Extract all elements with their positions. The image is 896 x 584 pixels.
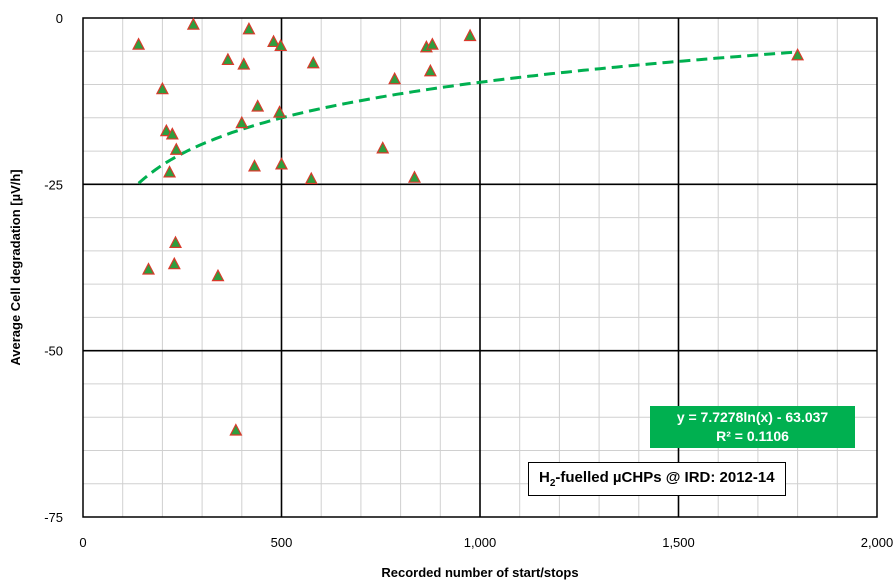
- data-point: [142, 262, 155, 275]
- data-point: [304, 171, 318, 185]
- trendline-equation-box: y = 7.7278ln(x) - 63.037 R² = 0.1106: [650, 406, 855, 448]
- y-axis-title: Average Cell degradation [µV/h]: [8, 169, 23, 365]
- plot-frame: [82, 17, 878, 518]
- x-tick-label: 500: [271, 535, 293, 550]
- data-point: [211, 268, 225, 282]
- data-point: [463, 28, 477, 42]
- data-point: [229, 423, 243, 436]
- data-point: [159, 123, 173, 137]
- x-tick-label: 2,000: [861, 535, 894, 550]
- legend-text-suffix: -fuelled µCHPs @ IRD: 2012-14: [555, 469, 775, 486]
- trendline: [137, 50, 798, 185]
- data-point: [251, 99, 265, 112]
- data-point: [155, 81, 169, 95]
- data-point: [235, 115, 249, 129]
- data-point: [167, 256, 181, 270]
- data-point: [376, 141, 390, 154]
- data-points: [132, 17, 805, 436]
- data-point: [275, 157, 288, 170]
- x-tick-labels: 0 500 1,000 1,500 2,000: [79, 535, 893, 550]
- data-point: [388, 71, 402, 85]
- data-point: [163, 165, 177, 178]
- chart-legend-box: H2-fuelled µCHPs @ IRD: 2012-14: [528, 462, 786, 496]
- legend-text-subscript: 2: [549, 478, 556, 489]
- data-point: [132, 37, 146, 50]
- data-point: [274, 38, 288, 52]
- data-point: [248, 159, 261, 172]
- data-point: [221, 52, 235, 66]
- trendline-r-squared: R² = 0.1106: [716, 428, 789, 444]
- x-tick-label: 1,500: [662, 535, 695, 550]
- data-point: [242, 22, 256, 35]
- data-point: [237, 57, 251, 70]
- data-point: [267, 34, 281, 48]
- y-tick-label: -25: [44, 177, 63, 192]
- data-point: [273, 105, 287, 118]
- x-tick-label: 0: [79, 535, 86, 550]
- data-point: [425, 37, 439, 50]
- data-point: [169, 235, 182, 248]
- x-axis-title: Recorded number of start/stops: [381, 565, 578, 580]
- data-point: [186, 17, 200, 30]
- trendline-equation: y = 7.7278ln(x) - 63.037: [676, 409, 829, 425]
- data-point: [169, 142, 183, 155]
- y-tick-label: -75: [44, 510, 63, 525]
- data-point: [423, 63, 437, 77]
- data-point: [165, 127, 179, 140]
- y-tick-labels: 0 -25 -50 -75: [44, 11, 63, 525]
- y-tick-label: -50: [44, 344, 63, 359]
- data-point: [306, 55, 320, 69]
- legend-text-prefix: H: [539, 469, 550, 486]
- data-point: [791, 47, 805, 61]
- x-tick-label: 1,000: [464, 535, 497, 550]
- data-point: [408, 170, 421, 183]
- y-tick-label: 0: [56, 11, 63, 26]
- major-grid: [83, 18, 877, 517]
